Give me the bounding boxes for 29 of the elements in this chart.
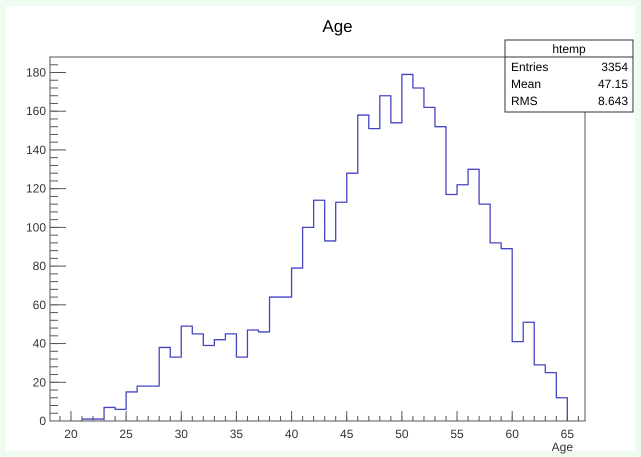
y-tick-label: 100 bbox=[26, 220, 46, 234]
text: 47.15 bbox=[598, 77, 628, 91]
annotation: RMS bbox=[511, 94, 538, 108]
x-tick-label: 45 bbox=[340, 427, 354, 441]
x-tick-label: 20 bbox=[64, 427, 78, 441]
x-tick-label: 65 bbox=[560, 427, 574, 441]
chart-title: Age bbox=[322, 17, 353, 36]
x-tick-label: 50 bbox=[395, 427, 409, 441]
annotation: Mean bbox=[511, 77, 542, 91]
x-tick-label: 40 bbox=[284, 427, 299, 441]
x-tick-label: 60 bbox=[506, 427, 520, 441]
x-axis-title: Age bbox=[552, 440, 574, 454]
text: 8.643 bbox=[598, 94, 628, 108]
y-tick-label: 0 bbox=[39, 414, 46, 428]
y-tick-label: 120 bbox=[26, 182, 46, 196]
text: htemp bbox=[552, 42, 586, 56]
x-tick-label: 55 bbox=[450, 427, 464, 441]
x-tick-label: 25 bbox=[119, 427, 134, 441]
y-tick-label: 160 bbox=[26, 104, 46, 118]
y-tick-label: 140 bbox=[26, 142, 46, 157]
x-tick-label: 35 bbox=[230, 427, 244, 441]
annotation: Entries bbox=[511, 60, 548, 74]
y-tick-label: 60 bbox=[32, 298, 46, 312]
y-tick-label: 40 bbox=[32, 336, 46, 351]
y-tick-label: 80 bbox=[32, 259, 46, 274]
text: 3354 bbox=[601, 60, 628, 74]
y-tick-label: 20 bbox=[32, 375, 46, 390]
x-tick-label: 30 bbox=[174, 427, 188, 441]
y-tick-label: 180 bbox=[26, 65, 46, 80]
